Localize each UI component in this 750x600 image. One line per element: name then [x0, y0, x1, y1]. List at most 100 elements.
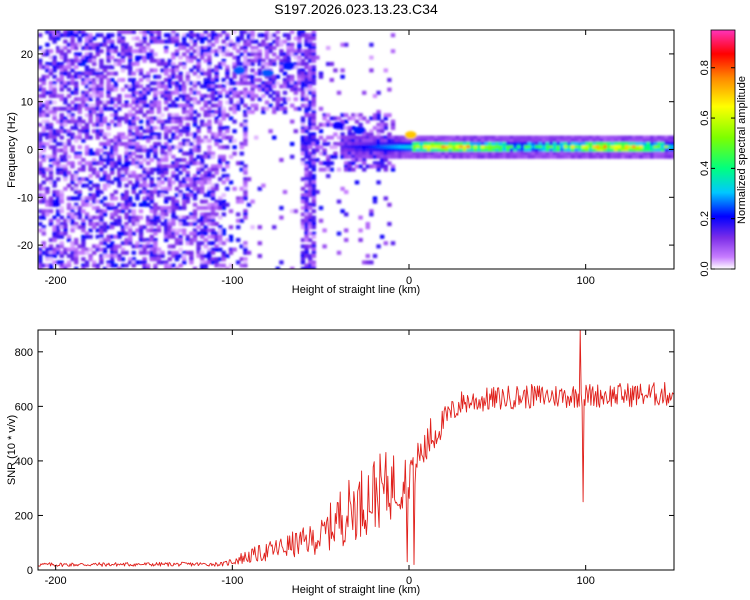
spectrogram-cell [128, 62, 133, 66]
spectrogram-cell [84, 90, 90, 95]
spectrogram-cell [509, 135, 514, 140]
spectrogram-cell [106, 39, 111, 44]
spectrogram-cell [203, 244, 208, 249]
spectrogram-cell [444, 138, 450, 143]
spectrogram-cell [113, 196, 118, 201]
spectrogram-cell [81, 234, 86, 239]
spectrogram-cell [599, 148, 604, 153]
spectrogram-cell [63, 97, 68, 102]
spectrogram-cell [542, 135, 547, 140]
spectrogram-cell [218, 122, 223, 127]
spectrogram-cell [664, 138, 669, 143]
spectrogram-cell [574, 151, 579, 156]
spectrogram-cell [376, 116, 381, 121]
spectrogram-cell [138, 49, 144, 54]
spectrogram-cell [308, 65, 313, 70]
spectrogram-cell [275, 81, 280, 86]
spectrogram-cell [498, 138, 504, 143]
spectrogram-cell [146, 52, 151, 57]
spectrogram-cell [340, 154, 345, 159]
spectrogram-cell [45, 113, 50, 118]
spectrogram-cell [146, 250, 151, 255]
spectrogram-cell [599, 135, 604, 140]
spectrogram-cell [95, 116, 100, 121]
spectrogram-cell [117, 231, 122, 236]
spectrogram-cell [70, 244, 75, 249]
spectrogram-cell [308, 49, 313, 54]
spectrogram-cell [124, 158, 129, 162]
spectrogram-cell [48, 90, 54, 95]
spectrogram-cell [203, 113, 208, 118]
spectrogram-cell [333, 132, 338, 137]
spectrogram-cell [437, 151, 442, 156]
spectrogram-cell [70, 39, 75, 44]
spectrogram-cell [192, 71, 198, 76]
spectrogram-cell [419, 135, 424, 140]
spectrogram-cell [182, 167, 187, 172]
spectrogram-cell [552, 145, 558, 150]
spectrogram-cell [66, 94, 72, 98]
spectrogram-cell [178, 55, 183, 60]
spectrogram-cell [225, 49, 230, 54]
spectrogram-cell [189, 250, 194, 255]
spectrogram-cell [77, 151, 82, 156]
spectrogram-cell [167, 183, 172, 188]
spectrogram-cell [120, 174, 126, 178]
spectrogram-cell [509, 142, 514, 146]
spectrogram-cell [138, 42, 144, 47]
spectrogram-cell [189, 180, 194, 185]
spectrogram-cell [99, 234, 104, 239]
spectrogram-cell [297, 42, 302, 47]
spectrogram-cell [531, 151, 536, 156]
spectrogram-cell [250, 199, 255, 204]
spectrogram-cell [92, 183, 97, 188]
spectrogram-cell [246, 250, 252, 255]
spectrogram-cell [146, 196, 151, 201]
spectrogram-cell [81, 62, 86, 66]
spectrogram-cell [95, 266, 100, 269]
spectrogram-cell [174, 129, 180, 134]
spectrogram-cell [408, 148, 414, 153]
spectrogram-cell [192, 87, 198, 92]
spectrogram-cell [142, 97, 147, 102]
spectrogram-cell [563, 148, 568, 153]
spectrogram-cell [38, 186, 43, 191]
spectrogram-cell [92, 250, 97, 255]
spectrogram-cell [221, 254, 226, 258]
spectrogram-cell [52, 132, 57, 137]
spectrogram-cell [351, 135, 356, 140]
spectrogram-cell [351, 142, 356, 146]
spectrogram-cell [164, 100, 169, 105]
spectrogram-cell [160, 39, 165, 44]
spectrogram-cell [174, 65, 180, 70]
spectrogram-cell [596, 142, 601, 146]
spectrogram-cell [142, 167, 147, 172]
spectrogram-cell [102, 254, 108, 258]
spectrogram-cell [257, 254, 262, 258]
spectrogram-cell [77, 62, 82, 66]
spectrogram-cell [171, 164, 176, 169]
spectrogram-cell [254, 46, 259, 50]
spectrogram-cell [135, 126, 140, 130]
spectrogram-cell [128, 154, 133, 159]
spectrogram-cell [164, 196, 169, 201]
spectrogram-cell [203, 266, 208, 269]
spectrogram-cell [203, 71, 208, 76]
spectrogram-cell [117, 94, 122, 98]
spectrogram-cell [56, 199, 61, 204]
spectrogram-cell [59, 68, 64, 73]
spectrogram-cell [99, 209, 104, 214]
spectrogram-cell [650, 151, 655, 156]
spectrogram-cell [74, 65, 79, 70]
spectrogram-cell [329, 161, 334, 166]
spectrogram-cell [113, 190, 118, 194]
spectrogram-cell [63, 68, 68, 73]
spectrogram-cell [207, 65, 212, 70]
spectrogram-cell [624, 151, 630, 156]
spectrogram-cell [182, 158, 187, 162]
spectrogram-cell [128, 170, 133, 175]
spectrogram-cell [149, 228, 154, 233]
spectrogram-cell [102, 135, 108, 140]
spectrogram-cell [95, 228, 100, 233]
